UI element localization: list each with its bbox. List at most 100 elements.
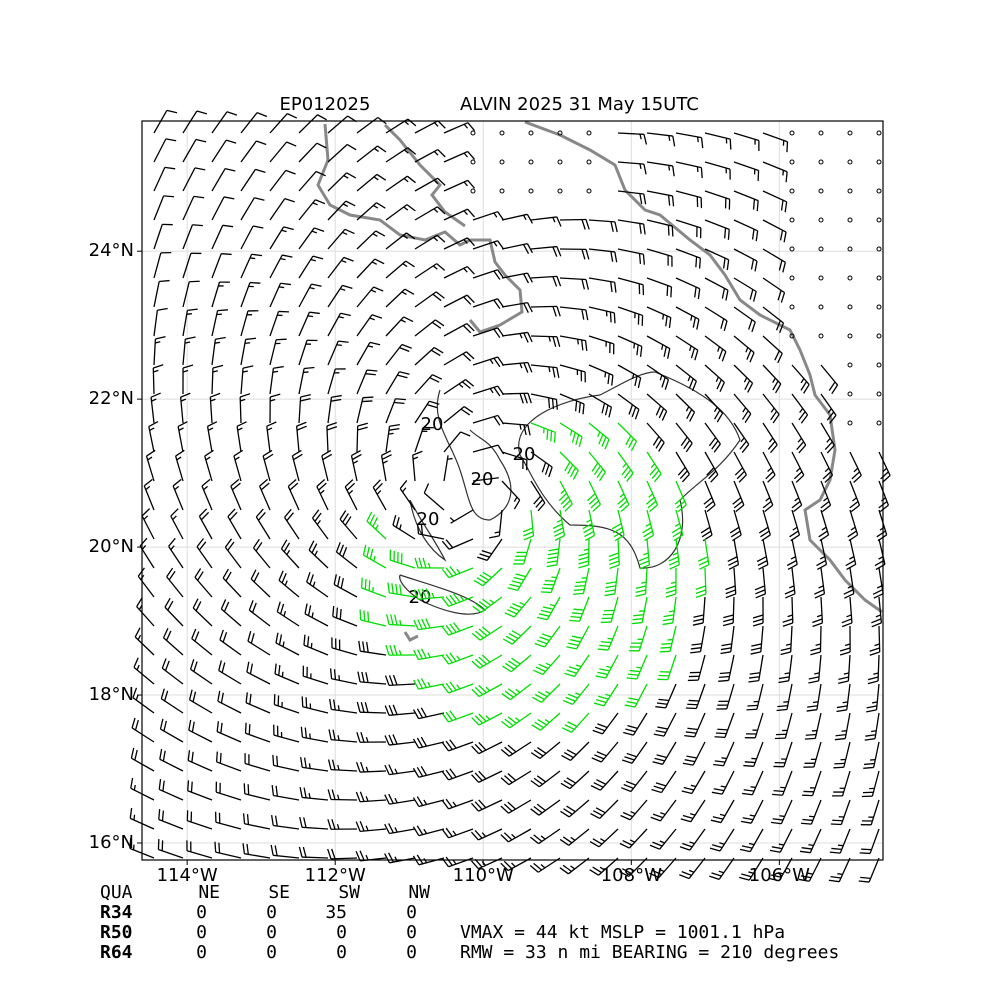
- barb-half-feather: [808, 845, 813, 846]
- barb-feather: [686, 708, 696, 709]
- barb-feather: [249, 724, 250, 734]
- barb-feather: [787, 142, 788, 152]
- barb-feather: [331, 668, 332, 678]
- barb-feather: [395, 399, 405, 400]
- barb-feather: [551, 431, 552, 441]
- barb-half-feather: [608, 638, 613, 639]
- barb-feather: [549, 398, 550, 408]
- barb-half-feather: [779, 816, 784, 817]
- barb-feather: [772, 794, 782, 795]
- barb-feather: [640, 253, 641, 263]
- barb-half-feather: [578, 339, 579, 344]
- barb-feather: [574, 590, 584, 591]
- x-tick-label: 108°W: [601, 865, 662, 886]
- barb-feather: [801, 823, 811, 824]
- barb-half-feather: [447, 459, 452, 460]
- barb-half-feather: [605, 372, 606, 377]
- barb-feather: [541, 592, 551, 593]
- barb-feather: [333, 606, 334, 616]
- barb-half-feather: [698, 137, 699, 142]
- barb-feather: [302, 696, 303, 706]
- barb-feather: [364, 610, 365, 620]
- storm-stats: RMW = 33 n mi BEARING = 210 degrees: [460, 942, 839, 963]
- barb-feather: [687, 704, 697, 705]
- barb-feather: [610, 312, 611, 322]
- barb-half-feather: [751, 787, 756, 788]
- title-right: ALVIN 2025 31 May 15UTC: [460, 94, 699, 115]
- barb-half-feather: [842, 731, 847, 732]
- barb-feather: [556, 399, 557, 409]
- table-cell: 35: [325, 902, 347, 923]
- table-cell: 0: [266, 942, 277, 963]
- barb-feather: [164, 196, 174, 197]
- barb-feather: [660, 651, 670, 652]
- barb-feather: [701, 168, 702, 178]
- barb-feather: [306, 697, 307, 707]
- barb-half-feather: [813, 702, 818, 703]
- barb-feather: [246, 723, 247, 733]
- barb-feather: [572, 613, 582, 614]
- table-row-label: R50: [100, 922, 133, 943]
- barb-half-feather: [338, 705, 339, 710]
- barb-feather: [745, 762, 755, 763]
- contour-label: 20: [417, 509, 440, 530]
- barb-half-feather: [279, 287, 284, 288]
- barb-feather: [614, 313, 615, 323]
- barb-half-feather: [871, 731, 876, 732]
- table-cell: 0: [406, 902, 417, 923]
- barb-feather: [715, 737, 725, 738]
- barb-feather: [757, 201, 758, 211]
- barb-feather: [860, 853, 870, 854]
- barb-half-feather: [309, 763, 310, 768]
- barb-feather: [667, 285, 668, 295]
- barb-half-feather: [669, 165, 670, 170]
- barb-half-feather: [669, 611, 674, 612]
- barb-feather: [542, 588, 552, 589]
- barb-feather: [192, 225, 202, 226]
- barb-feather: [747, 705, 757, 706]
- table-cell: 0: [196, 902, 207, 923]
- barb-half-feather: [134, 785, 135, 790]
- table-header: SW: [338, 882, 360, 903]
- barb-feather: [720, 673, 730, 674]
- barb-feather: [716, 733, 726, 734]
- y-tick-label: 18°N: [89, 684, 134, 705]
- barb-half-feather: [843, 702, 848, 703]
- table-header: NE: [198, 882, 220, 903]
- barb-half-feather: [636, 667, 641, 668]
- barb-feather: [215, 842, 216, 852]
- contour-label: 20: [409, 587, 432, 608]
- barb-feather: [689, 700, 699, 701]
- table-cell: 0: [406, 942, 417, 963]
- barb-feather: [188, 780, 189, 790]
- barb-feather: [746, 709, 756, 710]
- barb-feather: [189, 281, 199, 282]
- barb-feather: [369, 580, 370, 590]
- table-cell: 0: [336, 942, 347, 963]
- barb-feather: [219, 843, 220, 853]
- storm-stats: VMAX = 44 kt MSLP = 1001.1 hPa: [460, 922, 785, 943]
- barb-feather: [575, 586, 585, 587]
- barb-feather: [805, 738, 815, 739]
- barb-half-feather: [134, 815, 135, 820]
- table-row-label: R34: [100, 902, 133, 923]
- y-tick-label: 24°N: [89, 240, 134, 261]
- title-left: EP012025: [280, 94, 371, 115]
- barb-feather: [730, 139, 731, 149]
- barb-feather: [668, 225, 669, 235]
- y-tick-label: 16°N: [89, 832, 134, 853]
- barb-feather: [832, 820, 842, 821]
- barb-half-feather: [669, 136, 670, 141]
- barb-feather: [864, 764, 874, 765]
- barb-feather: [335, 669, 336, 679]
- barb-feather: [218, 310, 228, 311]
- barb-half-feather: [245, 343, 250, 344]
- table-cell: 0: [196, 922, 207, 943]
- barb-feather: [672, 226, 673, 236]
- barb-feather: [831, 824, 841, 825]
- barb-half-feather: [310, 733, 311, 738]
- barb-half-feather: [308, 316, 313, 317]
- x-tick-label: 106°W: [749, 865, 810, 886]
- barb-feather: [362, 401, 372, 402]
